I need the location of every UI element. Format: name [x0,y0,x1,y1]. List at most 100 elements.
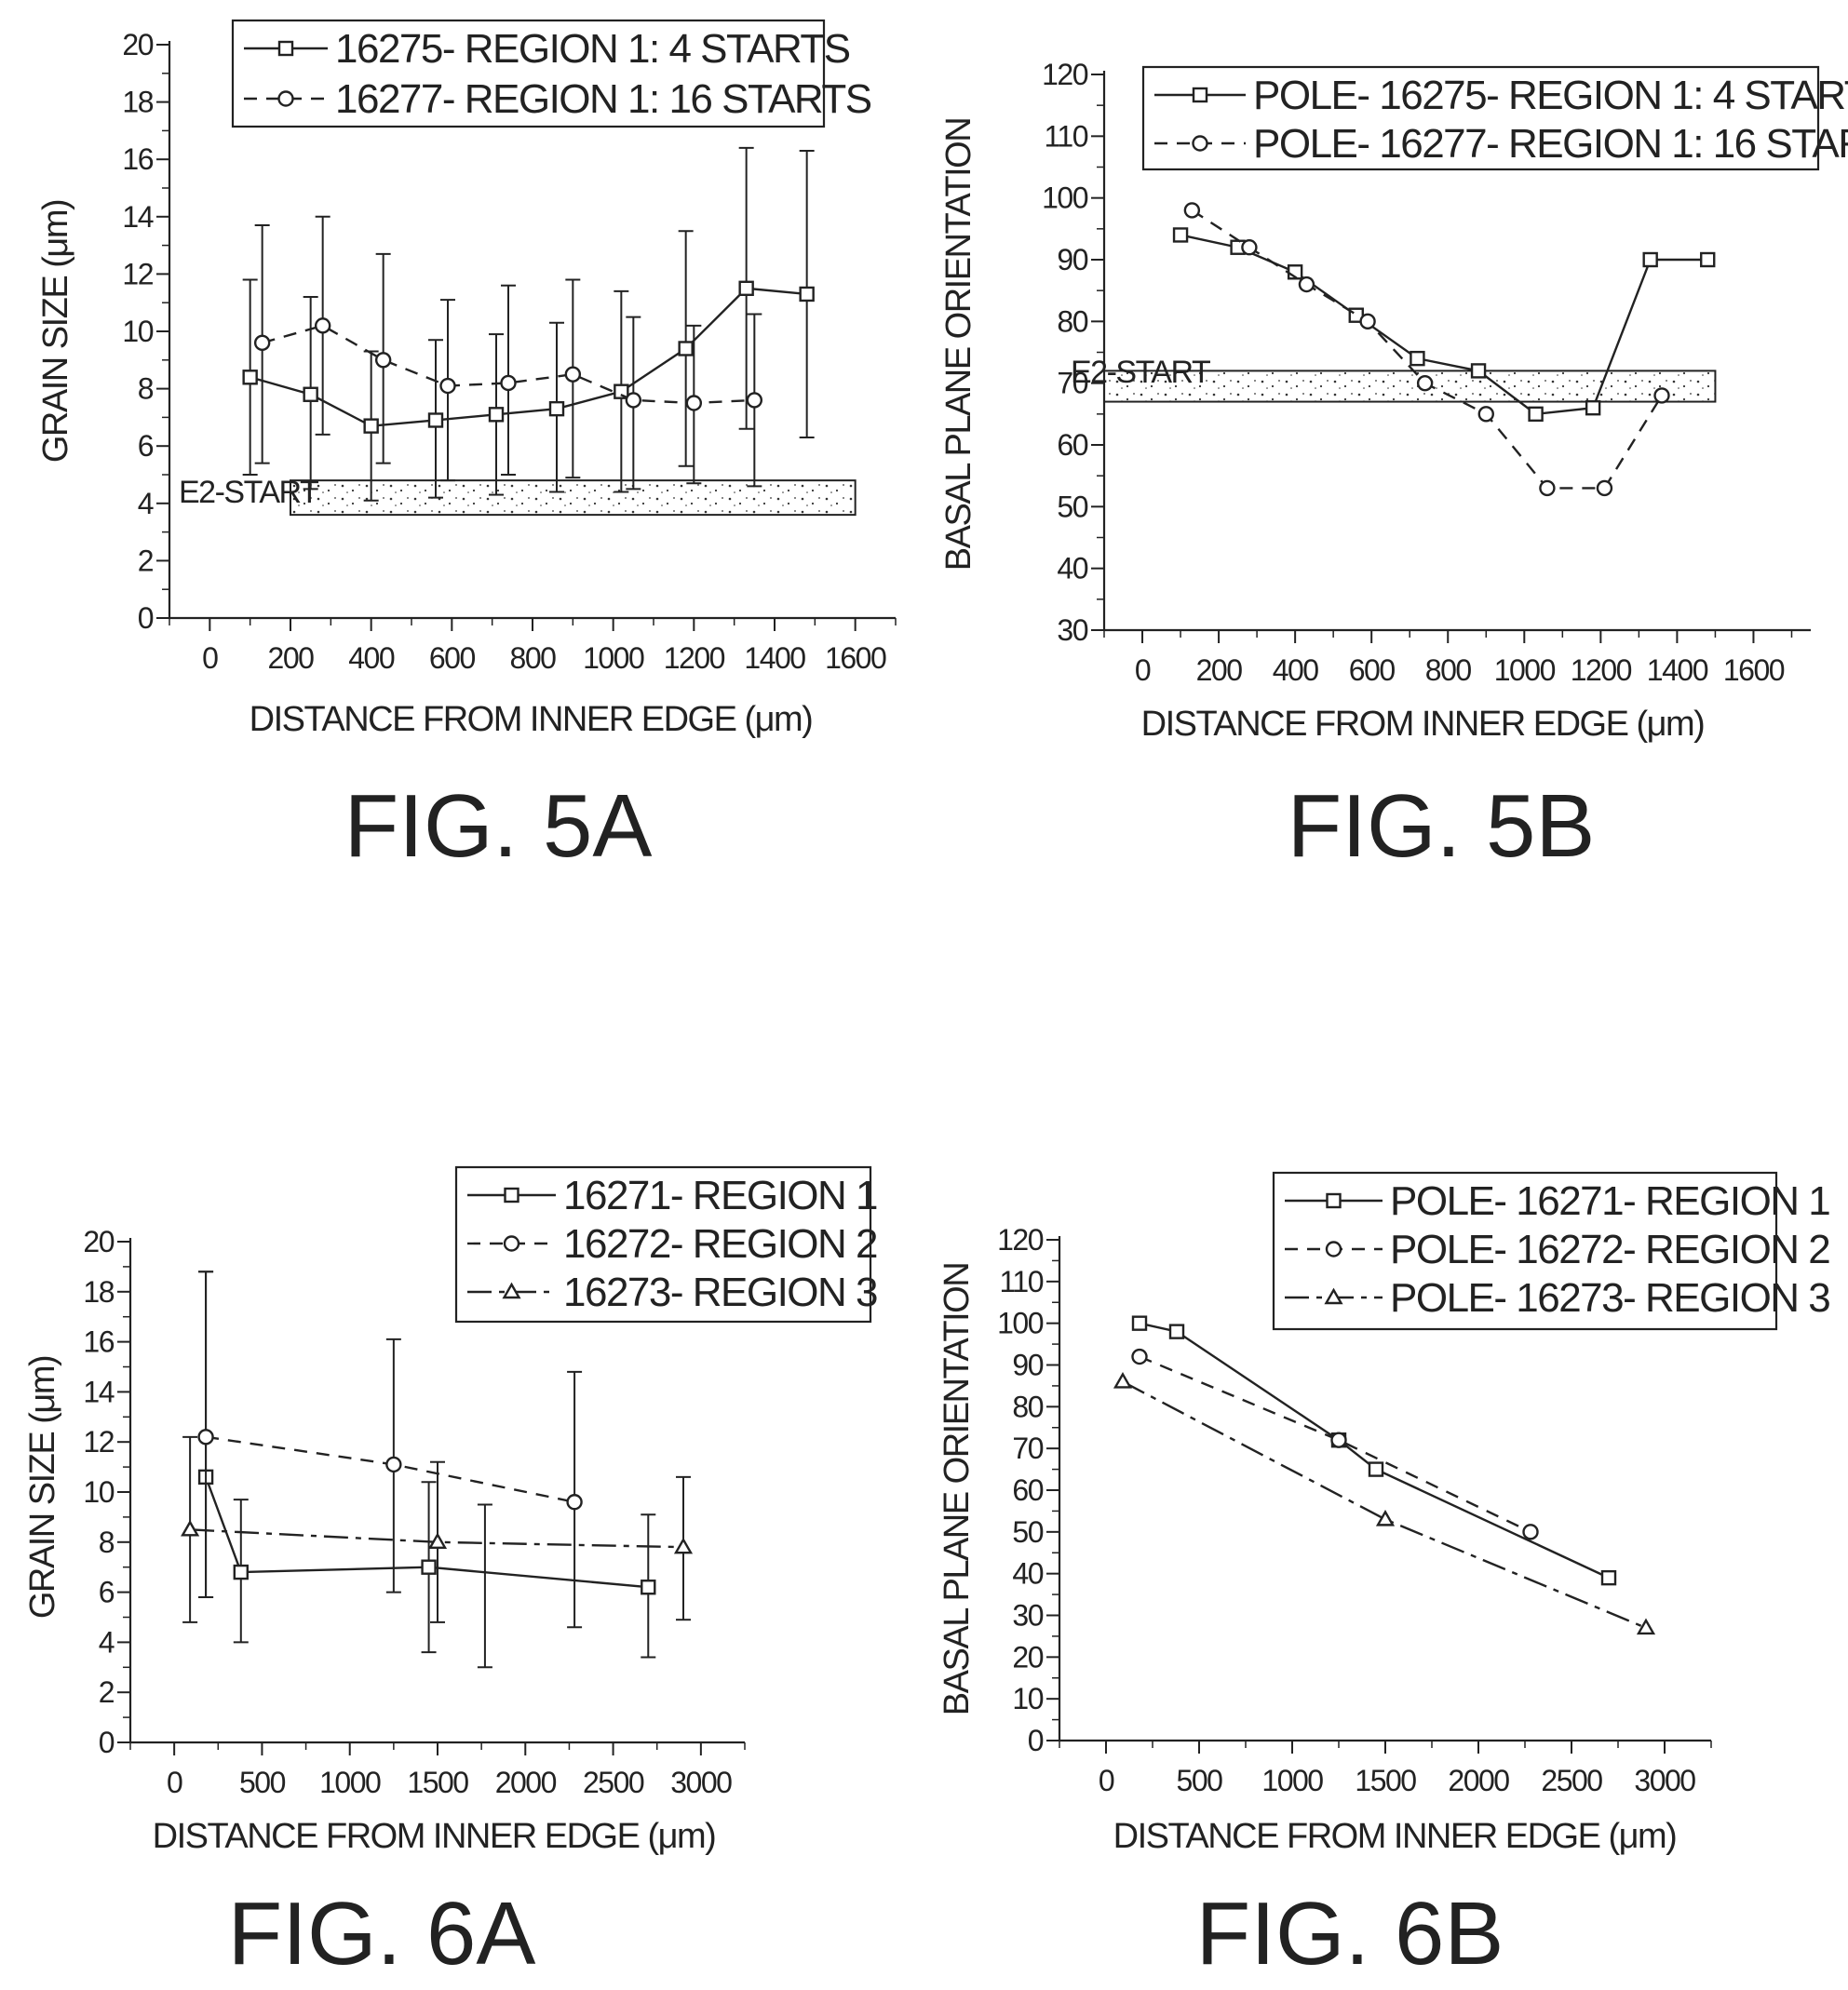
series-line [1180,234,1708,416]
x-tick-label: 800 [510,641,557,675]
series-2 [1131,1348,1539,1540]
y-tick-label: 4 [99,1625,115,1659]
x-tick-label: 1200 [1571,653,1632,687]
legend-entry: 16273- REGION 3 [563,1270,877,1315]
band-label: E2-START [1071,355,1210,390]
y-tick-label: 12 [83,1425,114,1459]
y-tick-label: 6 [138,429,154,463]
x-tick-label: 1000 [1261,1764,1323,1797]
x-tick-label: 1600 [1723,653,1785,687]
x-tick-label: 0 [202,641,218,675]
y-tick-label: 60 [1057,428,1087,462]
legend-marker [504,1187,519,1203]
y-tick-label: 100 [1042,182,1088,215]
data-point [1528,406,1544,423]
x-tick-label: 1500 [1355,1764,1416,1797]
data-point [1131,1348,1148,1365]
fig6b-chart: 0 10 20 30 40 50 60 70 80 90 100 110 120 0 500 1000 1500… [937,1171,1831,1983]
x-tick-label: 0 [167,1766,182,1799]
series-line [1122,1380,1647,1630]
y-tick-label: 40 [1012,1557,1043,1591]
data-point [1585,400,1601,416]
data-point [641,1580,656,1595]
legend-marker [277,40,294,57]
y-tick-label: 30 [1012,1599,1043,1633]
legend-entry: POLE- 16271- REGION 1 [1390,1178,1829,1224]
data-point [303,386,318,402]
data-point [1600,1569,1617,1586]
legend-entry: 16277- REGION 1: 16 STARTS [335,76,871,122]
x-tick-label: 3000 [1634,1764,1695,1797]
legend-marker [277,90,294,107]
x-tick-label: 400 [348,641,395,675]
x-tick-label: 600 [429,641,476,675]
legend-entry: 16275- REGION 1: 4 STARTS [335,26,850,72]
x-axis-title: DISTANCE FROM INNER EDGE (μm) [153,1817,716,1856]
x-axis-title: DISTANCE FROM INNER EDGE (μm) [1141,705,1705,744]
data-point [566,1494,583,1511]
data-point [363,418,379,434]
y-tick-label: 90 [1012,1349,1043,1382]
data-point [746,392,763,409]
data-point [197,1429,214,1445]
y-tick-label: 70 [1012,1432,1043,1465]
y-tick-label: 120 [1042,58,1088,91]
x-tick-label: 2000 [1448,1764,1509,1797]
data-point [427,412,444,428]
y-tick-label: 2 [138,544,154,577]
data-point [614,383,629,399]
legend-marker [502,1282,521,1299]
legend-entry: POLE- 16277- REGION 1: 16 STARTS [1253,121,1848,167]
x-tick-label: 1200 [664,641,725,675]
y-tick-label: 0 [1028,1724,1044,1757]
data-point [548,400,565,417]
y-axis-title: GRAIN SIZE (μm) [36,200,75,463]
data-point [1522,1524,1539,1540]
data-point [1172,227,1189,243]
x-tick-label: 500 [1177,1764,1223,1797]
legend-marker [1324,1287,1343,1305]
y-tick-label: 80 [1012,1390,1043,1423]
data-point [1241,239,1258,256]
series-2 [1183,202,1670,497]
x-tick-label: 1500 [407,1766,468,1799]
legend-box [1141,65,1820,171]
data-point [1113,1372,1133,1389]
y-tick-label: 4 [138,487,154,520]
data-point [1470,363,1487,379]
y-tick-label: 20 [1012,1640,1043,1674]
e2-start-band [290,479,857,517]
y-tick-label: 80 [1057,304,1087,338]
y-axis-title: GRAIN SIZE (μm) [23,1356,62,1619]
series-line [1139,1355,1531,1533]
y-tick-label: 20 [83,1225,114,1258]
y-tick-label: 16 [122,142,153,176]
x-tick-label: 0 [1135,653,1151,687]
y-tick-label: 110 [1044,119,1087,153]
data-point [1298,276,1315,293]
data-point [233,1564,250,1580]
x-tick-label: 500 [239,1766,286,1799]
data-point [564,366,582,383]
series-3 [1113,1372,1656,1635]
y-tick-label: 90 [1057,243,1087,276]
data-point [625,392,642,409]
y-tick-label: 14 [83,1375,114,1408]
x-tick-label: 1000 [583,641,644,675]
data-point [1636,1618,1656,1635]
fig6a-chart: 0 2 4 6 8 10 12 14 16 18 20 0 500 1000 1500 2000 2500 300… [23,1165,879,1983]
data-point [1539,479,1556,497]
data-point [738,280,754,296]
legend-entry: 16271- REGION 1 [563,1173,877,1218]
legend-entry: 16272- REGION 2 [563,1221,877,1267]
data-point [1183,202,1201,219]
legend-box [231,19,826,128]
y-axis-title: BASAL PLANE ORIENTATION [937,1263,977,1715]
series-1 [197,1271,656,1659]
series-2 [197,1271,583,1629]
series-line [1191,208,1664,490]
data-point [374,352,392,369]
